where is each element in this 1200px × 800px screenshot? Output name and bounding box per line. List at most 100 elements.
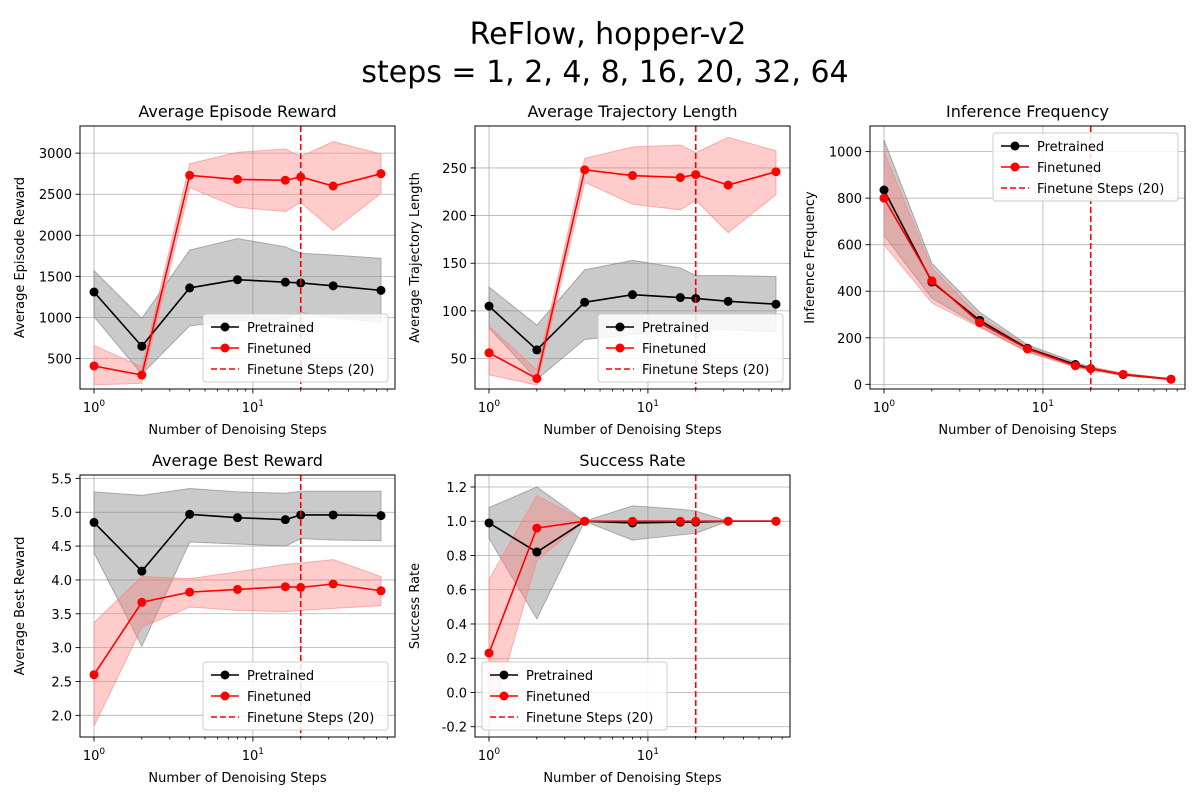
data-point-finetuned	[580, 516, 590, 526]
data-point-finetuned	[628, 171, 638, 181]
figure-title-line1: ReFlow, hopper-v2	[470, 17, 747, 52]
confidence-band-finetuned	[93, 141, 382, 386]
x-tick-label: 100	[873, 399, 896, 416]
x-tick-label: 101	[637, 399, 659, 416]
data-point-finetuned	[484, 348, 494, 358]
x-tick-exponent: 1	[1048, 399, 1054, 409]
data-point-pretrained	[280, 515, 290, 525]
data-point-pretrained	[137, 341, 147, 351]
legend-label-pretrained: Pretrained	[526, 669, 593, 684]
legend-marker-pretrained	[1010, 141, 1020, 151]
data-point-finetuned	[1166, 374, 1176, 384]
legend-label-finetune-steps: Finetune Steps (20)	[1037, 182, 1164, 197]
legend-marker-finetuned	[1010, 162, 1020, 172]
data-point-finetuned	[1070, 361, 1080, 371]
y-tick-label: 0.4	[446, 618, 467, 633]
legend: Pretrained Finetuned Finetune Steps (20)	[481, 661, 668, 731]
y-tick-label: 50	[450, 353, 467, 368]
data-point-finetuned	[1086, 364, 1096, 374]
y-tick-label: 0.0	[446, 686, 467, 701]
data-point-pretrained	[328, 510, 338, 520]
legend-box	[597, 313, 784, 383]
x-tick-exponent: 0	[889, 399, 895, 409]
data-point-pretrained	[580, 297, 590, 307]
confidence-band-finetuned	[488, 136, 777, 386]
data-point-finetuned	[89, 670, 99, 680]
legend-label-finetuned: Finetuned	[247, 690, 311, 705]
y-tick-label: 2000	[39, 229, 72, 244]
data-layer	[879, 139, 1176, 384]
y-tick-label: 2.0	[51, 709, 72, 724]
series-line-finetuned	[93, 583, 382, 676]
data-point-finetuned	[1023, 344, 1033, 354]
data-point-pretrained	[233, 275, 243, 285]
data-point-finetuned	[280, 582, 290, 592]
y-axis-label: Average Trajectory Length	[408, 172, 423, 343]
legend-marker-pretrained	[499, 670, 509, 680]
data-point-pretrained	[185, 283, 195, 293]
x-tick-exponent: 1	[258, 747, 264, 757]
legend-marker-finetuned	[220, 691, 230, 701]
gridlines	[80, 475, 395, 737]
confidence-band-pretrained	[93, 488, 382, 648]
x-axis-ticks: 100 101	[873, 389, 1178, 416]
y-tick-label: 200	[837, 332, 862, 347]
data-point-finetuned	[927, 276, 937, 286]
x-tick-exponent: 1	[258, 399, 264, 409]
legend-box	[992, 132, 1179, 202]
legend-label-finetuned: Finetuned	[247, 342, 311, 357]
y-tick-label: 100	[442, 305, 467, 320]
y-axis-label: Average Episode Reward	[13, 177, 28, 338]
x-axis-ticks: 100 101	[83, 737, 388, 764]
subplot-title: Average Best Reward	[152, 451, 323, 470]
x-tick-label: 101	[242, 747, 264, 764]
subplot-4: 100 101 2.0 2.5 3.0 3.5 4.0 4.5 5.0 5.5 Average Be…	[13, 451, 396, 786]
y-axis-ticks: 2.0 2.5 3.0 3.5 4.0 4.5 5.0 5.5	[51, 472, 80, 724]
data-point-finetuned	[723, 516, 733, 526]
data-point-finetuned	[771, 167, 781, 177]
subplot-title: Average Trajectory Length	[527, 102, 737, 121]
data-point-pretrained	[137, 566, 147, 576]
series-line-pretrained	[93, 278, 382, 348]
y-tick-label: 200	[442, 210, 467, 225]
data-point-finetuned	[233, 584, 243, 594]
legend-label-finetune-steps: Finetune Steps (20)	[642, 363, 769, 378]
x-tick-exponent: 0	[494, 747, 500, 757]
y-tick-label: 150	[442, 257, 467, 272]
x-tick-exponent: 0	[99, 399, 105, 409]
y-tick-label: 2500	[39, 188, 72, 203]
y-tick-label: 3.0	[51, 642, 72, 657]
x-tick-exponent: 0	[494, 399, 500, 409]
data-point-finetuned	[723, 180, 733, 190]
data-point-pretrained	[280, 277, 290, 287]
data-point-finetuned	[879, 193, 889, 203]
x-tick-label: 100	[83, 747, 106, 764]
data-layer	[484, 486, 781, 727]
subplot-5: 100 101 -0.2 0.0 0.2 0.4 0.6 0.8 1.0 1.2 Success R…	[408, 451, 791, 786]
data-point-finetuned	[376, 169, 386, 179]
y-tick-label: 1000	[39, 311, 72, 326]
data-point-pretrained	[879, 185, 889, 195]
legend-label-finetuned: Finetuned	[1037, 161, 1101, 176]
y-axis-label: Average Best Reward	[13, 537, 28, 676]
data-point-finetuned	[628, 516, 638, 526]
data-point-finetuned	[376, 586, 386, 596]
legend-box	[202, 661, 389, 731]
y-tick-label: 5.5	[51, 472, 72, 487]
legend-label-finetuned: Finetuned	[526, 690, 590, 705]
y-tick-label: 2.5	[51, 675, 72, 690]
y-tick-label: 800	[837, 192, 862, 207]
y-axis-ticks: 0 200 400 600 800 1000	[829, 146, 870, 393]
y-tick-label: 0.2	[446, 652, 467, 667]
legend: Pretrained Finetuned Finetune Steps (20)	[202, 313, 389, 383]
y-tick-label: 0	[854, 378, 862, 393]
data-point-finetuned	[328, 579, 338, 589]
y-axis-label: Success Rate	[408, 563, 423, 649]
x-tick-label: 100	[83, 399, 106, 416]
data-point-finetuned	[137, 370, 147, 380]
legend-label-finetune-steps: Finetune Steps (20)	[247, 363, 374, 378]
confidence-band-finetuned	[93, 559, 382, 727]
data-point-finetuned	[328, 181, 338, 191]
x-axis-ticks: 100 101	[83, 389, 388, 416]
legend-label-pretrained: Pretrained	[1037, 140, 1104, 155]
